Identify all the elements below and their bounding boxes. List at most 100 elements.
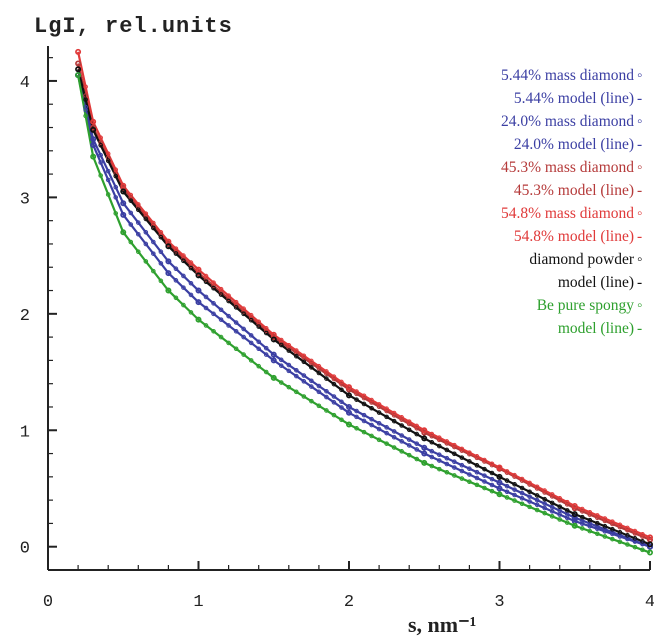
y-tick-label: 2 bbox=[20, 307, 30, 326]
data-point bbox=[195, 270, 202, 277]
series-marker bbox=[83, 97, 88, 102]
series-marker bbox=[482, 473, 487, 478]
series-marker bbox=[647, 542, 653, 547]
series-marker bbox=[369, 416, 374, 422]
series-marker bbox=[294, 389, 299, 395]
series-marker bbox=[128, 222, 134, 227]
series-line-3 bbox=[77, 74, 651, 548]
series-marker bbox=[564, 515, 570, 521]
series-marker bbox=[256, 363, 262, 369]
series-marker bbox=[226, 323, 231, 328]
series-marker bbox=[497, 474, 502, 480]
series-marker bbox=[579, 506, 585, 512]
series-marker bbox=[331, 376, 337, 382]
series-marker bbox=[414, 423, 420, 429]
series-marker bbox=[467, 451, 472, 457]
legend-item-symbol: - bbox=[637, 274, 642, 291]
series-marker bbox=[301, 379, 307, 384]
series-marker bbox=[113, 167, 119, 173]
series-marker bbox=[625, 542, 630, 547]
series-marker bbox=[610, 536, 615, 542]
data-point bbox=[75, 66, 82, 73]
series-marker bbox=[474, 469, 480, 475]
series-marker bbox=[286, 384, 292, 390]
series-marker bbox=[166, 270, 171, 276]
series-marker bbox=[474, 455, 480, 461]
legend-item-symbol: - bbox=[637, 228, 642, 245]
series-marker bbox=[331, 394, 337, 399]
data-point bbox=[120, 185, 127, 192]
series-marker bbox=[354, 425, 359, 431]
series-marker bbox=[301, 359, 307, 365]
series-marker bbox=[286, 342, 292, 348]
series-marker bbox=[489, 488, 495, 494]
data-point bbox=[75, 72, 82, 79]
series-marker bbox=[331, 400, 337, 405]
series-marker bbox=[248, 312, 254, 318]
series-marker bbox=[504, 478, 510, 483]
data-point bbox=[496, 479, 503, 486]
series-marker bbox=[256, 322, 262, 327]
series-marker bbox=[542, 505, 547, 511]
series-marker bbox=[271, 352, 277, 357]
series-marker bbox=[271, 375, 277, 381]
series-marker bbox=[406, 421, 412, 427]
series-marker bbox=[248, 358, 254, 363]
series-marker bbox=[452, 473, 457, 478]
series-marker bbox=[482, 479, 487, 484]
series-marker bbox=[399, 423, 404, 428]
data-point bbox=[346, 384, 353, 391]
series-marker bbox=[128, 239, 134, 245]
series-marker bbox=[316, 383, 322, 389]
series-marker bbox=[128, 210, 134, 216]
series-marker bbox=[640, 541, 645, 547]
series-marker bbox=[181, 302, 186, 308]
series-marker bbox=[263, 325, 269, 331]
series-marker bbox=[512, 492, 517, 498]
series-marker bbox=[437, 466, 442, 472]
series-marker bbox=[354, 391, 359, 397]
series-marker bbox=[384, 414, 389, 420]
series-marker bbox=[504, 489, 510, 495]
series-marker bbox=[203, 279, 209, 285]
series-marker bbox=[98, 140, 103, 145]
data-point bbox=[270, 334, 277, 341]
series-marker bbox=[542, 496, 547, 502]
series-marker bbox=[587, 528, 593, 534]
series-marker bbox=[143, 216, 149, 222]
data-point bbox=[421, 427, 428, 434]
series-marker bbox=[211, 280, 216, 285]
series-marker bbox=[602, 523, 608, 529]
legend-item-symbol: ◦ bbox=[637, 297, 643, 314]
series-marker bbox=[83, 107, 88, 113]
series-marker bbox=[136, 231, 141, 237]
legend-item-symbol: - bbox=[637, 320, 642, 337]
series-marker bbox=[437, 443, 442, 449]
series-marker bbox=[625, 525, 630, 531]
data-point bbox=[165, 243, 172, 250]
series-marker bbox=[474, 454, 480, 459]
series-marker bbox=[294, 367, 299, 373]
series-marker bbox=[211, 311, 216, 317]
data-point bbox=[571, 514, 578, 521]
series-marker bbox=[278, 380, 284, 385]
series-marker bbox=[421, 436, 427, 441]
series-marker bbox=[579, 514, 585, 520]
series-marker bbox=[294, 373, 299, 379]
series-marker bbox=[143, 230, 149, 235]
series-marker bbox=[233, 320, 239, 325]
series-marker bbox=[105, 177, 111, 183]
data-point bbox=[195, 272, 202, 279]
series-marker bbox=[75, 61, 81, 66]
series-marker bbox=[504, 495, 510, 500]
series-marker bbox=[640, 539, 645, 544]
series-marker bbox=[263, 345, 269, 351]
series-marker bbox=[444, 470, 450, 475]
series-marker bbox=[188, 260, 194, 265]
series-marker bbox=[233, 328, 239, 334]
series-marker bbox=[309, 378, 314, 384]
legend-item-label: 5.44% model (line) bbox=[514, 90, 634, 107]
series-marker bbox=[346, 384, 352, 390]
series-marker bbox=[519, 490, 525, 496]
series-marker bbox=[98, 160, 103, 165]
